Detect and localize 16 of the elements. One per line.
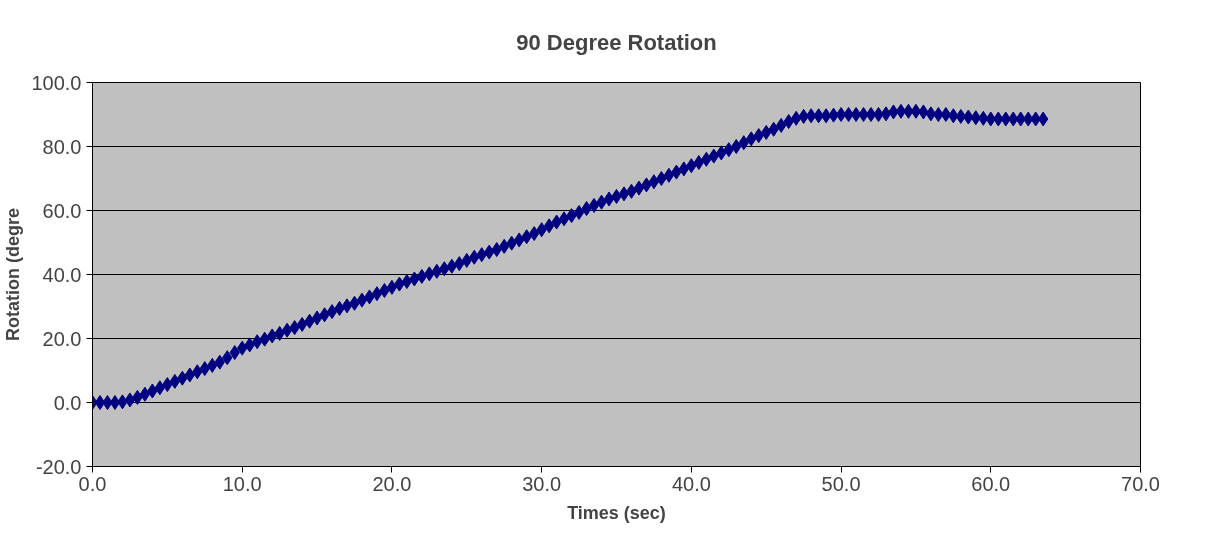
x-tick-label: 40.0	[671, 472, 711, 495]
y-tick-label: 20.0	[42, 327, 82, 350]
x-tick-label: 10.0	[222, 472, 262, 495]
x-tick-label: 60.0	[971, 472, 1011, 495]
x-axis-title: Times (sec)	[567, 503, 666, 523]
y-tick-label: 100.0	[31, 71, 82, 94]
y-tick-label: 80.0	[42, 135, 82, 158]
y-tick-label: 40.0	[42, 263, 82, 286]
x-tick-label: 30.0	[522, 472, 562, 495]
x-tick-label: 20.0	[372, 472, 412, 495]
x-tick-label: 50.0	[821, 472, 861, 495]
chart-title: 90 Degree Rotation	[516, 30, 717, 55]
y-tick-label: 0.0	[53, 391, 82, 414]
y-tick-label: 60.0	[42, 199, 82, 222]
y-axis-title: Rotation (degre	[3, 208, 24, 341]
x-tick-label: 70.0	[1121, 472, 1160, 495]
